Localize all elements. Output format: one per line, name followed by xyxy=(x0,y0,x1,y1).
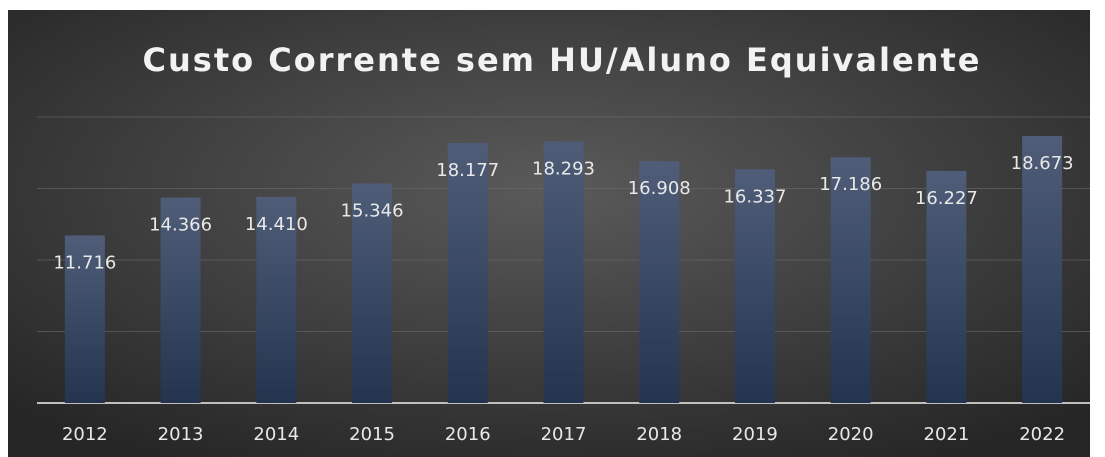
x-tick-label: 2018 xyxy=(636,424,682,445)
x-tick-label: 2014 xyxy=(253,424,299,445)
data-label: 14.366 xyxy=(149,215,212,236)
x-tick-label: 2020 xyxy=(828,424,874,445)
x-tick-label: 2022 xyxy=(1019,424,1065,445)
chart-title: Custo Corrente sem HU/Aluno Equivalente xyxy=(143,41,982,79)
data-label: 14.410 xyxy=(245,214,308,235)
bar xyxy=(543,141,584,403)
data-label: 17.186 xyxy=(819,174,882,195)
data-label: 18.673 xyxy=(1011,153,1074,174)
bar xyxy=(926,170,967,403)
data-label: 16.337 xyxy=(723,186,786,207)
bar xyxy=(447,143,488,403)
x-tick-label: 2019 xyxy=(732,424,778,445)
data-label: 16.227 xyxy=(915,188,978,209)
data-label: 15.346 xyxy=(341,201,404,222)
data-label: 11.716 xyxy=(53,252,116,273)
bar xyxy=(830,157,871,403)
bar xyxy=(352,183,393,403)
bar xyxy=(256,196,297,403)
data-label: 18.177 xyxy=(436,160,499,181)
x-tick-label: 2012 xyxy=(62,424,108,445)
bar xyxy=(734,169,775,403)
bar xyxy=(639,161,680,403)
x-tick-label: 2017 xyxy=(541,424,587,445)
data-label: 18.293 xyxy=(532,158,595,179)
x-tick-label: 2015 xyxy=(349,424,395,445)
x-tick-label: 2021 xyxy=(924,424,970,445)
bar xyxy=(64,235,105,403)
bar xyxy=(160,197,201,403)
bar xyxy=(1022,135,1063,403)
x-tick-label: 2016 xyxy=(445,424,491,445)
x-tick-label: 2013 xyxy=(158,424,204,445)
data-label: 16.908 xyxy=(628,178,691,199)
